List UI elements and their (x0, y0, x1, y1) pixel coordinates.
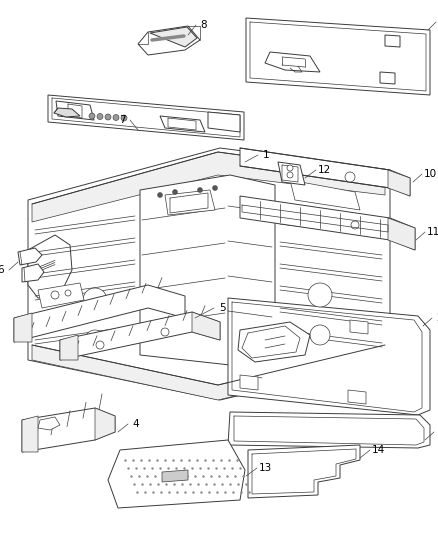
Circle shape (51, 291, 59, 299)
Text: 12: 12 (318, 165, 331, 175)
Polygon shape (388, 170, 410, 196)
Text: 4: 4 (133, 419, 139, 429)
Polygon shape (265, 52, 320, 72)
Polygon shape (95, 408, 115, 440)
Polygon shape (385, 35, 400, 47)
Circle shape (287, 165, 293, 171)
Polygon shape (238, 322, 310, 362)
Polygon shape (380, 72, 395, 84)
Polygon shape (48, 95, 244, 140)
Polygon shape (246, 18, 430, 95)
Polygon shape (18, 248, 42, 265)
Polygon shape (240, 375, 258, 390)
Text: 2: 2 (437, 313, 438, 323)
Polygon shape (228, 298, 430, 415)
Circle shape (212, 185, 218, 190)
Polygon shape (28, 235, 72, 298)
Polygon shape (38, 283, 84, 308)
Polygon shape (350, 320, 368, 334)
Polygon shape (22, 416, 38, 452)
Polygon shape (22, 408, 115, 452)
Polygon shape (54, 108, 80, 117)
Circle shape (96, 341, 104, 349)
Polygon shape (192, 312, 220, 340)
Polygon shape (60, 312, 220, 360)
Polygon shape (165, 190, 215, 215)
Polygon shape (108, 440, 245, 508)
Text: 13: 13 (258, 463, 272, 473)
Text: 7: 7 (119, 115, 125, 125)
Circle shape (310, 325, 330, 345)
Polygon shape (56, 101, 94, 120)
Circle shape (308, 283, 332, 307)
Circle shape (161, 328, 169, 336)
Polygon shape (140, 175, 275, 365)
Polygon shape (240, 196, 415, 250)
Circle shape (105, 114, 111, 120)
Polygon shape (348, 390, 366, 404)
Polygon shape (38, 417, 60, 430)
Polygon shape (28, 148, 390, 400)
Text: 10: 10 (424, 169, 437, 179)
Text: 6: 6 (0, 265, 4, 275)
Polygon shape (138, 26, 200, 55)
Polygon shape (14, 285, 185, 342)
Circle shape (113, 115, 119, 120)
Circle shape (97, 114, 103, 119)
Polygon shape (388, 218, 415, 250)
Circle shape (89, 113, 95, 119)
Polygon shape (208, 112, 240, 132)
Polygon shape (22, 264, 44, 282)
Circle shape (198, 188, 202, 192)
Text: 5: 5 (219, 303, 225, 313)
Circle shape (173, 190, 177, 195)
Text: 11: 11 (426, 227, 438, 237)
Circle shape (351, 221, 359, 229)
Polygon shape (32, 345, 385, 400)
Polygon shape (162, 470, 188, 482)
Polygon shape (14, 313, 32, 342)
Circle shape (65, 290, 71, 296)
Polygon shape (248, 445, 360, 498)
Circle shape (121, 115, 127, 121)
Polygon shape (60, 335, 78, 360)
Circle shape (345, 172, 355, 182)
Circle shape (83, 288, 107, 312)
Circle shape (158, 192, 162, 198)
Polygon shape (240, 148, 410, 196)
Circle shape (287, 172, 293, 178)
Text: 8: 8 (201, 20, 207, 30)
Polygon shape (150, 27, 197, 47)
Polygon shape (278, 162, 305, 185)
Polygon shape (160, 116, 205, 132)
Text: 1: 1 (263, 150, 269, 160)
Text: 14: 14 (371, 445, 385, 455)
Circle shape (85, 330, 105, 350)
Polygon shape (32, 152, 385, 222)
Polygon shape (228, 412, 430, 448)
Polygon shape (290, 180, 360, 210)
